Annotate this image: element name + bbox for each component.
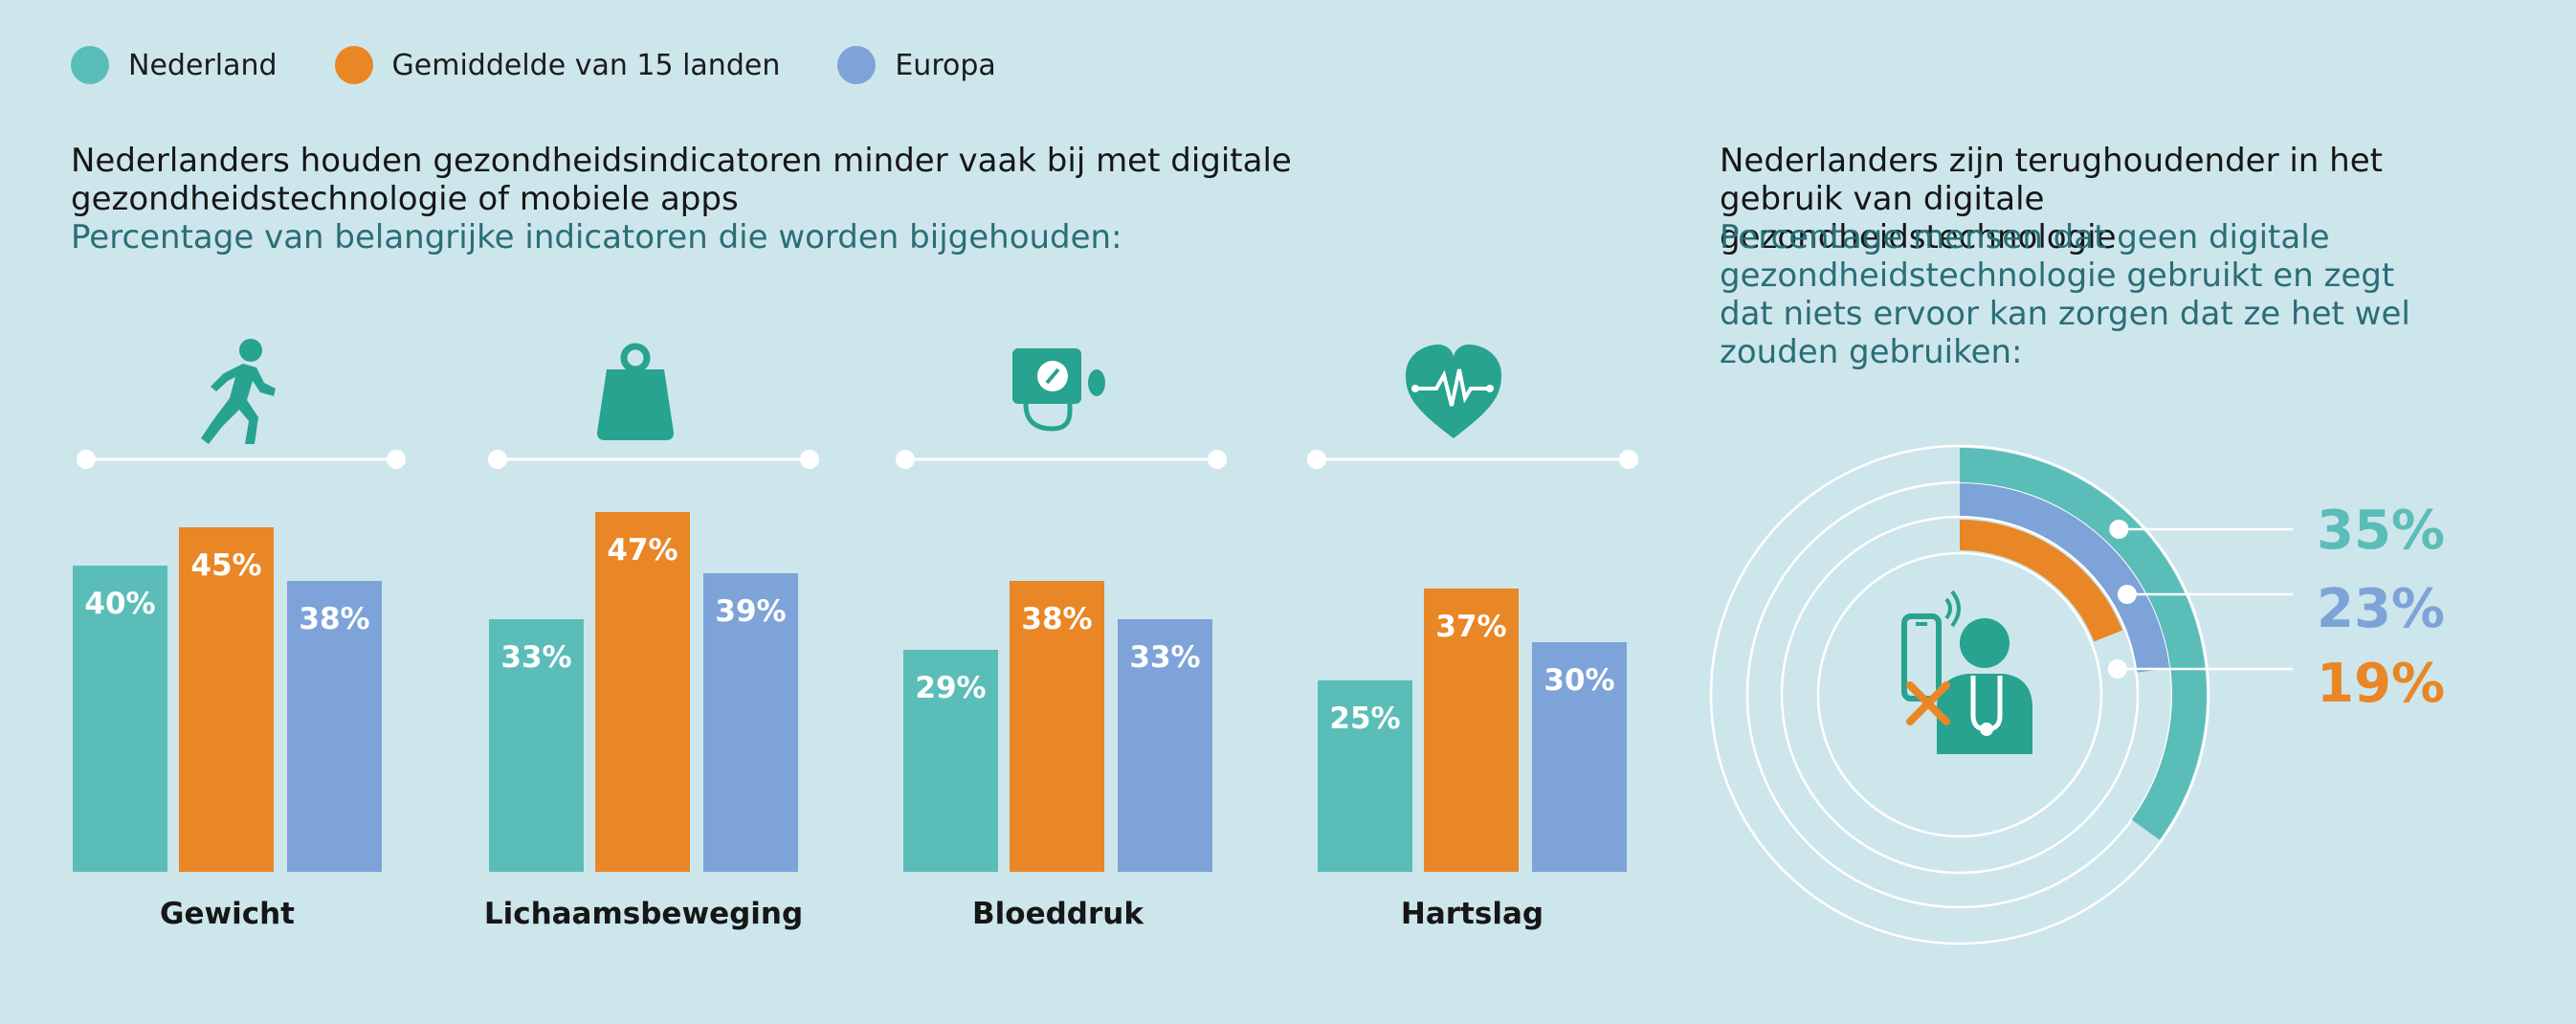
- legend-label: Europa: [895, 48, 996, 82]
- legend-swatch: [837, 46, 877, 84]
- bar-chart-subtitle: Percentage van belangrijke indicatoren d…: [71, 218, 1122, 256]
- bar: [73, 566, 167, 872]
- category-label: Hartslag: [1401, 897, 1543, 931]
- legend: Nederland Gemiddelde van 15 landen Europ…: [71, 46, 1054, 84]
- legend-item-gemiddelde: Gemiddelde van 15 landen: [334, 46, 781, 84]
- radial-ring: [1816, 551, 2103, 838]
- radial-connector-dot: [2109, 520, 2129, 539]
- bar-value-label: 25%: [1329, 701, 1400, 736]
- bar-value-label: 30%: [1543, 663, 1614, 698]
- category-label: Lichaamsbeweging: [484, 897, 803, 931]
- bar-value-label: 33%: [1129, 640, 1200, 675]
- bar: [489, 619, 584, 872]
- bar: [1424, 589, 1519, 872]
- bar: [179, 527, 274, 872]
- radial-connector-dot: [2117, 585, 2137, 604]
- legend-swatch: [71, 46, 109, 84]
- bar-value-label: 39%: [715, 594, 786, 629]
- bar-value-label: 40%: [84, 587, 155, 621]
- legend-label: Nederland: [128, 48, 278, 82]
- radial-connector-dot: [2107, 659, 2127, 679]
- radial-value-label: 19%: [2317, 653, 2445, 715]
- bar-value-label: 33%: [500, 640, 571, 675]
- radial-arc: [1959, 520, 2123, 642]
- legend-label: Gemiddelde van 15 landen: [391, 48, 781, 82]
- doctor-no-phone-icon: [1901, 590, 2032, 754]
- bar-value-label: 38%: [299, 602, 369, 636]
- radial-chart: 35% 23% 19%: [1709, 444, 2445, 946]
- bar: [1118, 619, 1212, 872]
- radial-arc: [1959, 483, 2170, 673]
- category-divider: [488, 450, 819, 469]
- category-divider: [77, 450, 406, 469]
- category-label: Gewicht: [160, 897, 295, 931]
- radial-ring: [1780, 515, 2140, 875]
- bar-value-label: 38%: [1021, 602, 1092, 636]
- bar-chart-title: Nederlanders houden gezondheidsindicator…: [71, 142, 1292, 218]
- heart-rate-icon: [1406, 345, 1501, 438]
- bar-value-label: 37%: [1435, 610, 1506, 644]
- legend-item-europa: Europa: [837, 46, 996, 84]
- category-divider: [1307, 450, 1638, 469]
- bar: [595, 512, 690, 872]
- bar-value-label: 47%: [607, 533, 677, 568]
- radial-chart-title: Nederlanders zijn terughoudender in het …: [1720, 142, 2383, 256]
- bar-value-label: 29%: [915, 671, 986, 705]
- bar: [1532, 642, 1627, 872]
- radial-value-label: 23%: [2317, 578, 2445, 640]
- category-label: Bloeddruk: [972, 897, 1144, 931]
- bar-value-label: 45%: [190, 548, 261, 583]
- bar: [1318, 680, 1412, 872]
- category-divider: [896, 450, 1227, 469]
- bar: [1010, 581, 1104, 872]
- weight-icon: [597, 343, 674, 440]
- running-icon: [201, 339, 276, 444]
- radial-ring: [1709, 444, 2210, 946]
- bar: [903, 650, 998, 872]
- bar-chart: 40% 45% 38% Gewicht 33% 47% 39% Lichaamsbewegin…: [73, 512, 1627, 931]
- legend-swatch: [334, 46, 373, 84]
- bar: [287, 581, 382, 872]
- bar: [703, 573, 798, 872]
- radial-chart-subtitle: Percentage mensen dat geen digitale gezo…: [1720, 218, 2410, 371]
- legend-item-nederland: Nederland: [71, 46, 278, 84]
- radial-value-label: 35%: [2317, 500, 2445, 562]
- blood-pressure-icon: [1012, 348, 1105, 432]
- radial-arc: [1959, 448, 2207, 840]
